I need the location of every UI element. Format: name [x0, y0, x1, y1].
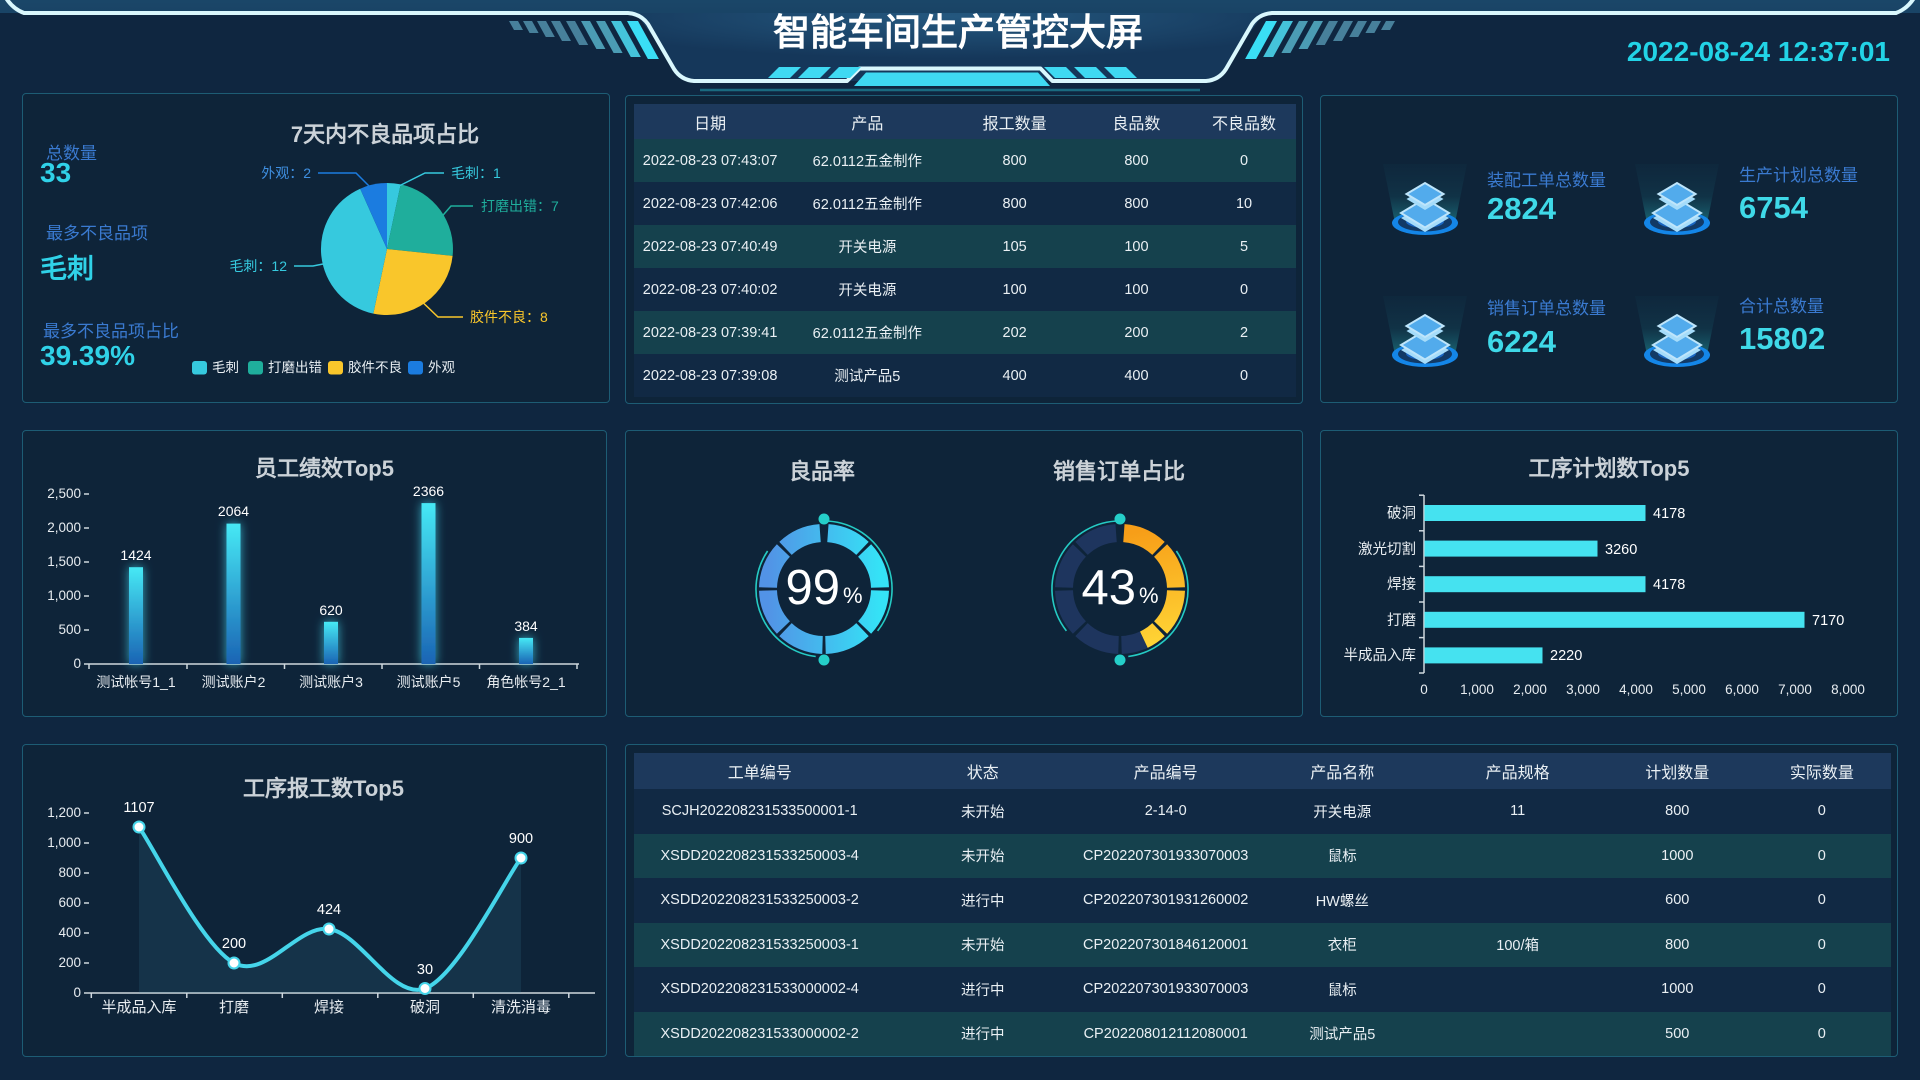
svg-text:1424: 1424: [120, 547, 151, 563]
svg-text:打磨出错：7: 打磨出错：7: [481, 198, 559, 214]
svg-text:智能车间生产管控大屏: 智能车间生产管控大屏: [773, 12, 1143, 53]
svg-text:2366: 2366: [413, 483, 444, 499]
svg-text:2220: 2220: [1550, 648, 1582, 664]
svg-text:30: 30: [417, 962, 433, 978]
svg-text:打磨: 打磨: [219, 999, 249, 1016]
svg-text:1107: 1107: [123, 800, 154, 816]
svg-text:8,000: 8,000: [1831, 682, 1865, 697]
svg-text:测试帐号1_1: 测试帐号1_1: [96, 674, 176, 690]
svg-text:外观: 外观: [428, 360, 455, 375]
svg-text:1,000: 1,000: [47, 835, 81, 850]
svg-text:600: 600: [58, 895, 81, 910]
svg-text:4178: 4178: [1653, 577, 1685, 593]
svg-text:6,000: 6,000: [1725, 682, 1759, 697]
svg-text:800: 800: [58, 865, 81, 880]
svg-text:打磨: 打磨: [1387, 612, 1416, 629]
svg-text:900: 900: [509, 831, 533, 847]
svg-text:打磨出错: 打磨出错: [268, 359, 322, 375]
svg-text:424: 424: [317, 902, 341, 918]
svg-text:清洗消毒: 清洗消毒: [491, 999, 551, 1016]
svg-text:384: 384: [514, 618, 538, 634]
svg-text:胶件不良：8: 胶件不良：8: [470, 309, 548, 325]
svg-text:破洞: 破洞: [410, 999, 440, 1016]
svg-text:胶件不良: 胶件不良: [348, 359, 402, 375]
svg-text:1,000: 1,000: [1460, 682, 1494, 697]
svg-text:2,500: 2,500: [47, 486, 81, 501]
svg-text:2,000: 2,000: [1513, 682, 1547, 697]
svg-text:0: 0: [1420, 682, 1428, 697]
svg-text:毛刺：12: 毛刺：12: [229, 258, 287, 274]
svg-text:破洞: 破洞: [1387, 505, 1416, 522]
svg-text:激光切割: 激光切割: [1358, 541, 1416, 558]
svg-text:外观：2: 外观：2: [261, 165, 311, 181]
svg-text:7,000: 7,000: [1778, 682, 1812, 697]
svg-text:2064: 2064: [218, 503, 249, 519]
svg-text:测试账户3: 测试账户3: [299, 674, 363, 690]
svg-text:400: 400: [58, 925, 81, 940]
svg-text:半成品入库: 半成品入库: [101, 999, 176, 1016]
svg-text:焊接: 焊接: [1387, 576, 1416, 593]
svg-text:焊接: 焊接: [314, 999, 344, 1016]
svg-text:1,500: 1,500: [47, 554, 81, 569]
svg-text:500: 500: [58, 622, 81, 637]
svg-text:2,000: 2,000: [47, 520, 81, 535]
svg-text:测试账户5: 测试账户5: [397, 674, 461, 690]
svg-text:1,200: 1,200: [47, 805, 81, 820]
svg-text:200: 200: [58, 955, 81, 970]
svg-text:0: 0: [73, 656, 81, 671]
svg-text:%: %: [843, 583, 863, 608]
svg-text:毛刺：1: 毛刺：1: [451, 165, 501, 181]
svg-text:0: 0: [73, 985, 81, 1000]
svg-text:4,000: 4,000: [1619, 682, 1653, 697]
svg-text:7170: 7170: [1812, 613, 1844, 629]
svg-text:角色帐号2_1: 角色帐号2_1: [486, 674, 566, 690]
svg-text:测试账户2: 测试账户2: [202, 674, 266, 690]
svg-text:99: 99: [785, 561, 840, 615]
svg-text:%: %: [1139, 583, 1159, 608]
svg-text:5,000: 5,000: [1672, 682, 1706, 697]
svg-text:3260: 3260: [1605, 542, 1637, 558]
svg-text:43: 43: [1081, 561, 1136, 615]
svg-text:毛刺: 毛刺: [212, 360, 239, 375]
svg-text:4178: 4178: [1653, 506, 1685, 522]
svg-text:1,000: 1,000: [47, 588, 81, 603]
svg-text:半成品入库: 半成品入库: [1344, 647, 1417, 664]
svg-text:200: 200: [222, 936, 246, 952]
svg-text:620: 620: [319, 602, 343, 618]
svg-text:3,000: 3,000: [1566, 682, 1600, 697]
